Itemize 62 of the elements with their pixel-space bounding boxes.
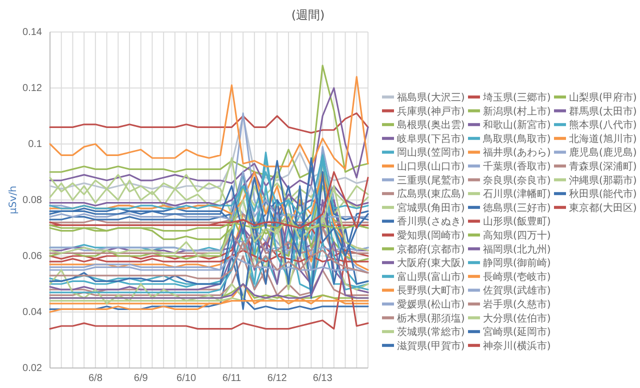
legend-label: 鹿児島(鹿児島) [569,146,637,159]
legend-label: 佐賀県(武雄市) [483,284,551,297]
y-tick-label: 0.14 [22,27,42,38]
legend-label: 新潟県(村上市) [483,105,551,118]
legend-label: 鳥取県(鳥取市) [482,132,551,145]
legend-label: 宮城県(角田市) [397,202,465,214]
legend-label: 熊本県(八代市) [569,119,637,132]
legend-label: 兵庫県(神戸市) [397,105,465,118]
x-tick-label: 6/13 [312,373,333,384]
legend-label: 岐阜県(下呂市) [397,132,465,145]
legend-label: 岡山県(笠岡市) [397,146,465,159]
legend-label: 愛媛県(松山市) [397,298,465,310]
y-tick-label: 0.04 [22,307,42,318]
legend-label: 三重県(尾鷲市) [397,174,465,186]
y-tick-label: 0.1 [28,139,42,150]
legend-label: 石川県(津幡町) [483,188,551,200]
y-tick-label: 0.12 [22,83,42,94]
legend-label: 富山県(富山市) [397,270,465,283]
legend-label: 島根県(奥出雲) [397,119,465,132]
legend-label: 長崎県(壱岐市) [483,270,551,283]
legend-label: 群馬県(太田市) [569,105,637,118]
legend-label: 沖縄県(那覇市) [569,174,637,186]
legend-label: 茨城県(常総市) [397,326,465,338]
legend-label: 福井県(あわら) [483,146,551,159]
chart-title: (週間) [291,8,325,22]
legend-label: 愛知県(岡崎市) [397,230,465,242]
legend-label: 広島県(東広島) [397,188,465,200]
legend-label: 滋賀県(甲賀市) [397,340,465,352]
legend-label: 青森県(深浦町) [569,160,637,172]
legend-label: 奈良県(奈良市) [483,174,551,186]
legend-label: 長野県(大町市) [397,284,465,297]
legend-label: 東京都(大田区) [569,202,637,214]
x-tick-label: 6/9 [134,373,148,384]
legend-label: 北海道(旭川市) [569,132,637,145]
legend-label: 高知県(四万十) [483,230,551,242]
legend-label: 秋田県(能代市) [569,188,637,200]
legend-label: 山梨県(甲府市) [569,92,637,104]
x-tick-label: 6/12 [267,373,288,384]
legend-label: 山形県(飯豊町) [483,216,551,228]
legend-label: 香川県(さぬき) [397,216,465,228]
x-tick-label: 6/11 [222,373,242,384]
legend-label: 福岡県(北九州) [483,243,551,256]
x-tick-label: 6/10 [176,373,196,384]
x-tick-label: 6/8 [88,373,103,384]
legend-label: 大分県(佐伯市) [483,312,551,324]
legend-label: 徳島県(三好市) [483,202,551,214]
legend-label: 福島県(大沢三) [397,92,465,104]
legend-label: 大阪府(東大阪) [397,257,465,270]
legend-label: 神奈川(横浜市) [483,340,551,352]
y-tick-label: 0.08 [22,195,42,206]
legend-label: 千葉県(香取市) [483,160,551,172]
y-axis-title: μSv/h [8,186,19,214]
legend-label: 宮崎県(延岡市) [483,326,551,338]
legend-label: 静岡県(御前崎) [483,257,551,270]
legend-label: 山口県(山口市) [397,160,465,172]
y-tick-label: 0.02 [22,363,42,374]
legend-label: 埼玉県(三郷市) [482,92,551,104]
legend-label: 京都府(京都市) [397,243,465,256]
legend-label: 岩手県(久慈市) [483,298,551,310]
legend-label: 栃木県(那須塩) [397,312,465,324]
legend-label: 和歌山(新宮市) [483,119,551,132]
y-tick-label: 0.06 [22,251,42,262]
